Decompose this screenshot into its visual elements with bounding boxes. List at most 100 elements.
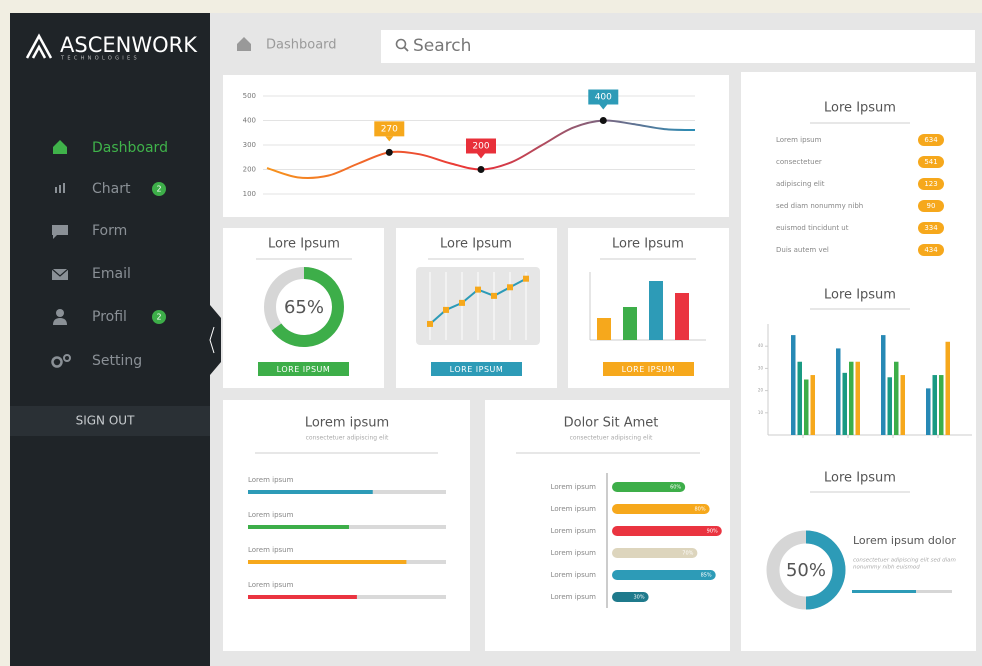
point <box>507 284 513 291</box>
bar <box>612 570 716 580</box>
card-button-label: LORE IPSUM <box>450 365 504 374</box>
card-title: Lore Ipsum <box>824 471 896 486</box>
chart-icon <box>55 187 57 193</box>
bar-label: Lorem ipsum <box>551 549 597 557</box>
profile-icon <box>53 318 67 325</box>
list-value: 123 <box>924 180 937 188</box>
card-title: Lore Ipsum <box>268 237 340 252</box>
bar-label: Lorem ipsum <box>551 527 597 535</box>
point <box>443 306 449 313</box>
nav-label: Chart <box>92 181 131 197</box>
email-icon <box>51 268 69 277</box>
y-tick-label: 100 <box>243 190 256 198</box>
list-label: consectetuer <box>776 158 822 166</box>
bar <box>612 482 686 492</box>
data-label: 90% <box>707 529 718 535</box>
card-title: Lore Ipsum <box>440 237 512 252</box>
donut-text: nonummy nibh euismod <box>853 565 920 571</box>
form-icon <box>52 225 68 239</box>
list-value: 90 <box>927 202 936 210</box>
nav-label: Email <box>92 266 131 282</box>
breadcrumb[interactable]: Dashboard <box>266 38 337 53</box>
card-button[interactable] <box>258 362 349 376</box>
list-label: euismod tincidunt ut <box>776 224 849 232</box>
profile-icon <box>56 309 64 317</box>
collapse-tab[interactable] <box>210 305 221 375</box>
bar-label: Lorem ipsum <box>551 571 597 579</box>
search-box[interactable]: Search <box>381 30 975 63</box>
y-tick-label: 400 <box>243 117 256 125</box>
logo: ASCENWORK <box>60 33 198 57</box>
chart-icon <box>63 183 65 193</box>
nav-label: Profil <box>92 309 127 325</box>
data-label: 80% <box>694 507 705 513</box>
bar <box>612 526 722 536</box>
list-badge <box>918 178 944 190</box>
list-badge <box>918 244 944 256</box>
bar <box>797 361 802 435</box>
progress-bar <box>248 595 357 599</box>
list-badge <box>918 156 944 168</box>
bar-label: Lorem ipsum <box>551 483 597 491</box>
donut-label: 65% <box>284 297 324 318</box>
bar-label: Lorem ipsum <box>248 546 294 554</box>
home-icon <box>53 140 67 154</box>
data-label: 60% <box>670 485 681 491</box>
search-field <box>381 30 975 63</box>
list-value: 541 <box>924 158 937 166</box>
point <box>459 299 465 306</box>
point <box>599 117 607 124</box>
nav-label: Setting <box>92 353 142 369</box>
nav-item[interactable]: Setting <box>51 353 143 369</box>
point <box>385 148 393 156</box>
bar <box>836 348 841 435</box>
nav-item[interactable]: Dashboard <box>53 140 168 156</box>
bar-label: Lorem ipsum <box>248 476 294 484</box>
logo-icon <box>25 33 53 59</box>
nav-item[interactable]: Chart 2 <box>55 181 166 197</box>
progress-bar <box>852 590 916 593</box>
point <box>427 320 433 327</box>
card <box>568 228 729 388</box>
data-label: 270 <box>381 124 398 134</box>
y-tick-label: 30 <box>758 365 764 370</box>
nav-item[interactable]: Form <box>52 223 127 239</box>
bar <box>612 592 649 602</box>
list-label: Duis autem vel <box>776 246 829 254</box>
card-subtitle: consectetuer adipiscing elit <box>306 435 389 442</box>
callout <box>466 138 496 154</box>
y-tick-label: 200 <box>243 166 256 174</box>
list-label: Lorem ipsum <box>776 136 822 144</box>
list-badge <box>918 222 944 234</box>
callout-tip <box>599 104 608 110</box>
search-icon <box>403 46 409 52</box>
point <box>523 275 529 282</box>
bar <box>810 375 815 435</box>
bar <box>612 548 698 558</box>
nav-item[interactable]: Profil 2 <box>53 309 166 325</box>
sign-out-button[interactable]: SIGN OUT <box>10 406 210 436</box>
donut-text: consectetuer adipiscing elit sed diam <box>853 558 956 564</box>
bar <box>945 341 950 435</box>
list-label: adipiscing elit <box>776 180 825 188</box>
bar <box>791 335 796 435</box>
sign-out-band <box>10 406 210 436</box>
data-label: 70% <box>682 551 693 557</box>
y-tick-label: 300 <box>243 141 256 149</box>
bar <box>675 293 689 340</box>
badge <box>152 310 166 324</box>
list-value: 434 <box>924 246 938 254</box>
y-tick-label: 40 <box>758 343 764 348</box>
bar <box>855 361 860 435</box>
callout-tip <box>477 153 485 159</box>
card-button[interactable] <box>431 362 522 376</box>
list-label: sed diam nonummy nibh <box>776 202 863 210</box>
nav-item[interactable]: Email <box>51 266 131 282</box>
bar-label: Lorem ipsum <box>551 505 597 513</box>
card-button[interactable] <box>603 362 694 376</box>
list-badge <box>918 134 944 146</box>
bar <box>623 307 637 340</box>
point <box>491 292 497 299</box>
badge-count: 2 <box>156 313 161 322</box>
card-title: Lore Ipsum <box>824 101 896 116</box>
